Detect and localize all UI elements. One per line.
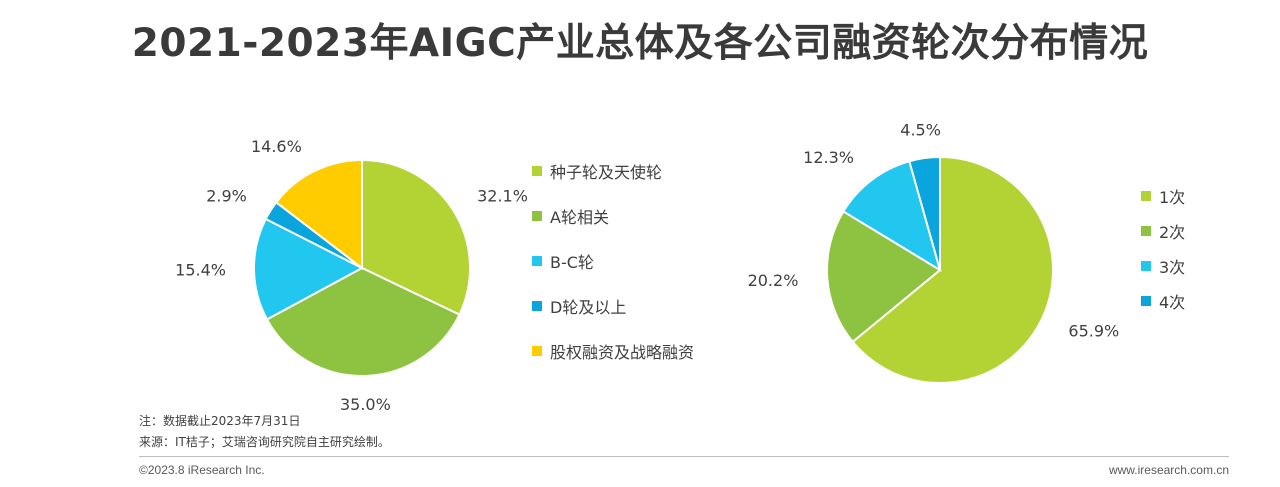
legend-item: 4次	[1141, 289, 1185, 313]
data-note: 注：数据截止2023年7月31日	[139, 414, 301, 428]
pie-slice	[841, 160, 942, 273]
pie-slice	[274, 158, 363, 271]
legend-item: 1次	[1141, 184, 1185, 208]
legend-label: 2次	[1159, 223, 1186, 242]
pie-chart-frequency: 65.9% 20.2% 12.3% 4.5%	[748, 120, 1119, 384]
legend-label: D轮及以上	[550, 298, 627, 317]
legend-label: 1次	[1159, 188, 1186, 207]
legend-label: B-C轮	[550, 253, 594, 272]
pie-chart-rounds: 32.1% 35.0% 15.4% 2.9% 14.6%	[175, 137, 528, 414]
legend-item: B-C轮	[532, 249, 594, 273]
legend-swatch	[532, 211, 542, 221]
legend-label: 3次	[1159, 258, 1186, 277]
legend-label: 股权融资及战略融资	[550, 343, 695, 362]
legend-item: 2次	[1141, 219, 1185, 243]
slice-percent-label: 20.2%	[748, 271, 799, 290]
slice-percent-label: 15.4%	[175, 261, 226, 280]
pie-slice	[851, 155, 1054, 384]
legend-swatch	[1141, 226, 1151, 236]
legend-item: 3次	[1141, 254, 1185, 278]
slice-percent-label: 12.3%	[803, 148, 854, 167]
pie-slice	[265, 266, 461, 377]
source-note: 来源：IT桔子；艾瑞咨询研究院自主研究绘制。	[139, 435, 390, 449]
legend-item: A轮相关	[532, 204, 609, 228]
slice-percent-label: 2.9%	[206, 187, 247, 206]
legend-label: A轮相关	[550, 208, 609, 227]
legend-item: 种子轮及天使轮	[532, 159, 662, 183]
legend-swatch	[532, 346, 542, 356]
slice-percent-label: 65.9%	[1068, 322, 1119, 341]
website-link[interactable]: www.iresearch.com.cn	[1108, 463, 1229, 477]
slice-percent-label: 32.1%	[477, 187, 528, 206]
legend-swatch	[532, 166, 542, 176]
legend-swatch	[532, 301, 542, 311]
slice-percent-label: 35.0%	[340, 395, 391, 414]
legend-swatch	[1141, 191, 1151, 201]
pie-slice	[253, 217, 365, 321]
slice-percent-label: 14.6%	[251, 137, 302, 156]
pie-slice	[361, 158, 471, 316]
page-title: 2021-2023年AIGC产业总体及各公司融资轮次分布情况	[131, 21, 1149, 66]
legend-item: D轮及以上	[532, 294, 626, 318]
legend-swatch	[1141, 296, 1151, 306]
footer-divider	[139, 456, 1229, 457]
legend-item: 股权融资及战略融资	[532, 339, 694, 363]
chart-notes: 注：数据截止2023年7月31日 来源：IT桔子；艾瑞咨询研究院自主研究绘制。	[139, 411, 390, 453]
legend-label: 种子轮及天使轮	[550, 163, 663, 182]
legend-label: 4次	[1159, 293, 1186, 312]
pie-slice	[908, 155, 941, 271]
slice-percent-label: 4.5%	[900, 120, 941, 139]
legend-swatch	[532, 256, 542, 266]
legend-swatch	[1141, 261, 1151, 271]
pie-slice	[826, 210, 942, 344]
copyright-text: ©2023.8 iResearch Inc.	[139, 463, 265, 477]
